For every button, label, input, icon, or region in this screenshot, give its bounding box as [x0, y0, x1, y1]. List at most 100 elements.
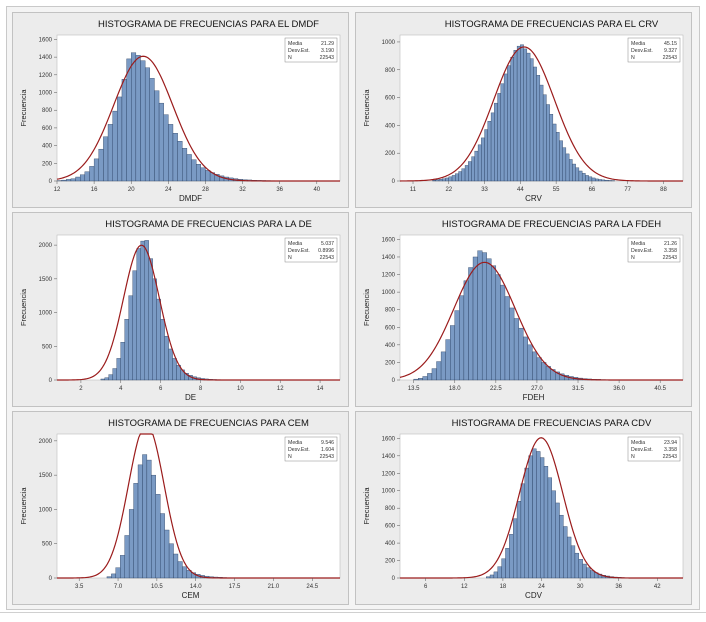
x-tick-label: 32: [239, 187, 246, 193]
histogram-bar: [98, 148, 104, 182]
normal-fit-curve: [399, 46, 683, 182]
x-tick-label: 20: [128, 187, 135, 193]
y-tick-label: 0: [392, 179, 396, 185]
histogram-bar: [528, 455, 533, 579]
histogram-bar: [124, 319, 129, 381]
histogram-bar: [182, 566, 188, 579]
x-tick-label: 6: [424, 584, 428, 590]
histogram-bar: [156, 298, 161, 381]
histogram-bar: [559, 140, 563, 182]
x-tick-label: 17.5: [229, 584, 241, 590]
histogram-bar: [458, 171, 462, 182]
histogram-bar: [472, 256, 478, 381]
chart-title: HISTOGRAMA DE FRECUENCIAS PARA LA DE: [105, 219, 312, 230]
histogram-bar: [487, 121, 492, 182]
histogram-bar: [509, 307, 515, 381]
legend-stat-label: N: [288, 255, 292, 261]
x-tick-label: 12: [277, 386, 284, 392]
legend-stat-label: Media: [288, 241, 302, 247]
histogram-bar: [205, 170, 211, 182]
chart-panel-fdeh: HISTOGRAMA DE FRECUENCIAS PARA LA FDEH 0 2…: [355, 212, 692, 407]
y-tick-label: 400: [385, 343, 396, 349]
histogram-bar: [451, 175, 456, 182]
histogram-bar: [432, 179, 436, 182]
histogram-bar: [111, 573, 116, 579]
histogram-bar: [445, 177, 449, 182]
histogram-bar: [89, 166, 95, 182]
histogram-bar: [588, 176, 593, 182]
histogram-bar: [500, 83, 505, 182]
x-tick-label: 55: [553, 187, 560, 193]
legend-stat-label: N: [631, 255, 635, 261]
histogram-bar: [438, 179, 443, 182]
y-tick-label: 400: [385, 123, 396, 129]
y-tick-label: 1000: [39, 91, 53, 97]
y-tick-label: 1000: [382, 290, 396, 296]
chart-panel-cem: HISTOGRAMA DE FRECUENCIAS PARA CEM 0 500 10…: [12, 411, 349, 605]
histogram-bar: [604, 179, 609, 182]
histogram-bar: [495, 274, 501, 381]
histogram-bar: [486, 258, 492, 381]
x-tick-label: 3.5: [75, 584, 84, 590]
y-tick-label: 1600: [382, 436, 396, 442]
histogram-bar: [163, 114, 169, 182]
histogram-svg: HISTOGRAMA DE FRECUENCIAS PARA EL CRV 0 20…: [362, 19, 684, 203]
legend-stat-label: Desv.Est.: [631, 248, 653, 254]
histogram-bar: [570, 545, 576, 579]
normal-fit-curve: [56, 55, 340, 182]
histogram-bar: [144, 67, 150, 182]
x-tick-label: 12: [54, 187, 61, 193]
y-tick-label: 200: [385, 151, 396, 157]
histogram-bar: [154, 90, 160, 182]
y-tick-label: 2000: [39, 243, 53, 249]
histogram-bar: [431, 368, 437, 381]
legend-stat-label: N: [631, 55, 635, 61]
histogram-svg: HISTOGRAMA DE FRECUENCIAS PARA LA DE 0 500…: [19, 219, 341, 402]
x-tick-label: 22: [445, 187, 452, 193]
histogram-bar: [468, 267, 474, 381]
legend-box: [284, 436, 338, 462]
legend-stat-value: 3.358: [664, 447, 677, 453]
histogram-bar: [555, 502, 560, 579]
histogram-bar: [108, 374, 113, 381]
histogram-bar: [93, 158, 99, 182]
histogram-bar: [126, 58, 132, 182]
histogram-bar: [160, 513, 165, 579]
histogram-bar: [152, 278, 157, 381]
histogram-bar: [581, 173, 586, 182]
x-axis-label: DMDF: [179, 194, 202, 203]
histogram-bar: [474, 150, 479, 182]
x-tick-label: 42: [654, 584, 661, 590]
histogram-bar: [137, 464, 143, 579]
histogram-bar: [124, 535, 130, 579]
legend-stat-value: 22543: [663, 55, 678, 61]
x-tick-label: 6: [159, 386, 163, 392]
y-tick-label: 0: [392, 378, 396, 384]
histogram-bar: [591, 177, 596, 182]
histogram-bar: [140, 240, 145, 381]
x-tick-label: 8: [199, 386, 203, 392]
x-tick-label: 36.0: [613, 386, 625, 392]
y-tick-label: 800: [385, 506, 396, 512]
histogram-bar: [500, 284, 506, 381]
histogram-bar: [481, 137, 485, 182]
histogram-bar: [133, 483, 139, 579]
histogram-bar: [532, 351, 538, 381]
histogram-bar: [144, 240, 149, 381]
y-tick-label: 0: [392, 576, 396, 582]
histogram-bar: [450, 325, 455, 381]
histogram-bar: [422, 376, 428, 381]
histogram-bar: [172, 133, 178, 182]
histogram-bar: [75, 176, 81, 182]
y-axis-label: Frecuencia: [19, 487, 28, 525]
chart-title: HISTOGRAMA DE FRECUENCIAS PARA LA FDEH: [442, 219, 661, 230]
y-tick-label: 1200: [382, 273, 396, 279]
y-tick-label: 1400: [382, 255, 396, 261]
x-tick-label: 10: [237, 386, 244, 392]
histogram-bar: [594, 178, 599, 182]
histogram-bar: [117, 96, 123, 182]
x-tick-label: 7.0: [114, 584, 123, 590]
x-tick-label: 66: [589, 187, 596, 193]
histogram-bar: [112, 368, 117, 381]
x-tick-label: 24.5: [306, 584, 318, 590]
